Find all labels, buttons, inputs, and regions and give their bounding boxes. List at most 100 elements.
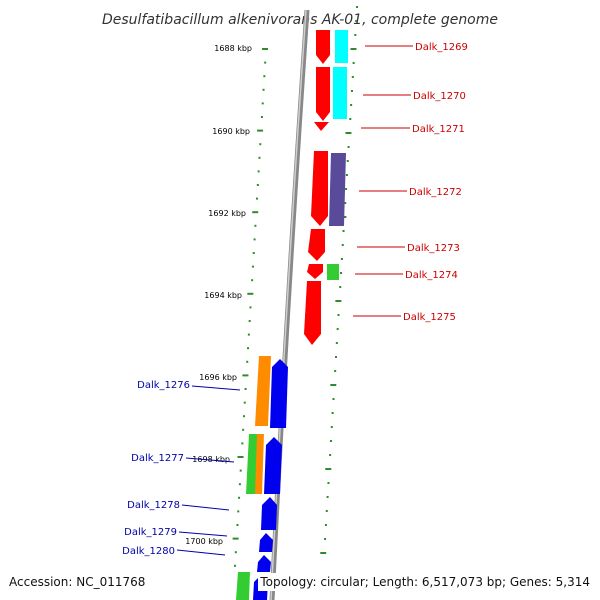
strand-dot [334,370,337,372]
ruler-label-1700: 1700 kbp [185,537,223,546]
gene-arrow-dalk-1274[interactable] [307,264,323,279]
strand-dot [344,202,347,204]
gene-arrow-dalk-1275[interactable] [304,281,321,345]
strand-dot [327,482,330,484]
ruler-dot [244,388,247,390]
strand-dot [329,454,332,456]
gene-arrow-dalk-1271[interactable] [314,122,329,131]
ruler-label-1696: 1696 kbp [199,373,237,382]
ruler-tick-major [252,211,259,214]
gene-label-dalk-1272[interactable]: Dalk_1272 [409,187,462,198]
ruler-dot [252,252,255,254]
ruler-dot [243,401,246,404]
ruler-label-1692: 1692 kbp [208,209,246,218]
green-feature-left-1 [246,434,257,494]
strand-dot [324,524,327,526]
gene-arrow-dalk-1272[interactable] [311,151,328,226]
strand-dot [325,510,328,512]
gene-arrow-dalk-1276[interactable] [270,359,288,428]
ruler-dot [246,360,249,363]
ruler-dot [264,61,267,64]
ruler-dot [238,483,241,486]
map-title: Desulfatibacillum alkenivorans AK-01, co… [102,12,498,28]
green-feature-right [327,264,339,280]
strand-tick-major [330,384,337,386]
ruler-dot [236,524,239,526]
gene-label-dalk-1269[interactable]: Dalk_1269 [415,42,468,53]
gene-label-dalk-1274[interactable]: Dalk_1274 [405,270,458,281]
strand-dot [335,342,338,344]
strand-dot [356,6,358,8]
ruler-dot [253,238,256,241]
topology-text: Topology: circular; Length: 6,517,073 bp… [259,575,590,589]
reverse-strand-track [236,356,288,600]
strand-dot [324,538,327,540]
ruler-dot [251,279,254,282]
purple-feature [329,153,346,226]
ruler-dot [263,75,266,78]
cyan-feature-2 [333,67,347,119]
strand-dot [345,174,348,176]
ruler-dots [232,6,358,567]
gene-label-dalk-1271[interactable]: Dalk_1271 [412,124,465,135]
ruler-dot [239,469,242,472]
gene-label-dalk-1277[interactable]: Dalk_1277 [131,453,184,464]
ruler-dot [242,415,245,418]
strand-dot [339,286,342,288]
ruler-dot [260,116,263,118]
ruler-dot [247,347,250,350]
strand-dot [355,20,358,22]
ruler-tick-major [232,537,239,540]
strand-dot [341,244,344,246]
green-feature-left-2 [236,572,250,600]
strand-dot [336,328,339,330]
strand-dot [342,230,345,232]
gene-arrow-dalk-1269[interactable] [316,30,330,64]
gene-label-dalk-1275[interactable]: Dalk_1275 [403,312,456,323]
strand-dot [351,76,354,78]
gene-label-dalk-1270[interactable]: Dalk_1270 [413,91,466,102]
ruler-dot [248,320,251,322]
ruler-label-1694: 1694 kbp [204,291,242,300]
ruler-dot [237,510,240,513]
ruler-dot [259,143,262,146]
strand-dot [329,440,332,442]
strand-dot [352,62,355,64]
ruler-label-1698: 1698 kbp [192,455,230,464]
gene-arrow-dalk-1278[interactable] [261,497,277,530]
genome-backbone [269,9,310,600]
footer-topology-bg [258,573,594,591]
strand-dot [345,188,348,190]
strand-dot [332,398,335,400]
ruler-dot [261,102,264,105]
strand-dot [346,160,349,162]
footer-accession-bg [6,573,148,591]
gene-labels: Dalk_1269 Dalk_1270 Dalk_1271 Dalk_1272 … [122,42,468,557]
ruler-tick-major [242,374,249,377]
ruler-tick-major [257,129,264,132]
gene-arrow-dalk-1277[interactable] [264,437,282,494]
accession-text: Accession: NC_011768 [9,575,145,589]
ruler-dot [233,564,236,567]
strand-dot [340,258,343,260]
gene-label-dalk-1279[interactable]: Dalk_1279 [124,527,177,538]
gene-label-dalk-1280[interactable]: Dalk_1280 [122,546,175,557]
gene-label-dalk-1273[interactable]: Dalk_1273 [407,243,460,254]
gene-label-dalk-1278[interactable]: Dalk_1278 [127,500,180,511]
gene-arrow-dalk-1270[interactable] [316,67,330,121]
gene-label-dalk-1276[interactable]: Dalk_1276 [137,380,190,391]
gene-arrow-dalk-1279[interactable] [259,533,273,552]
ruler-label-1690: 1690 kbp [212,127,250,136]
ruler-label-1688: 1688 kbp [214,44,252,53]
ruler-tick-major [237,456,244,458]
strand-dot [347,146,350,148]
strand-dot [337,314,340,316]
cyan-feature-1 [335,30,348,63]
ruler-dot [247,333,250,336]
strand-dot [331,412,334,414]
gene-arrow-dalk-1273[interactable] [308,229,325,261]
gene-arrow-dalk-1280[interactable] [257,555,271,572]
ruler-dot [256,197,259,200]
ruler-dot [234,551,237,554]
